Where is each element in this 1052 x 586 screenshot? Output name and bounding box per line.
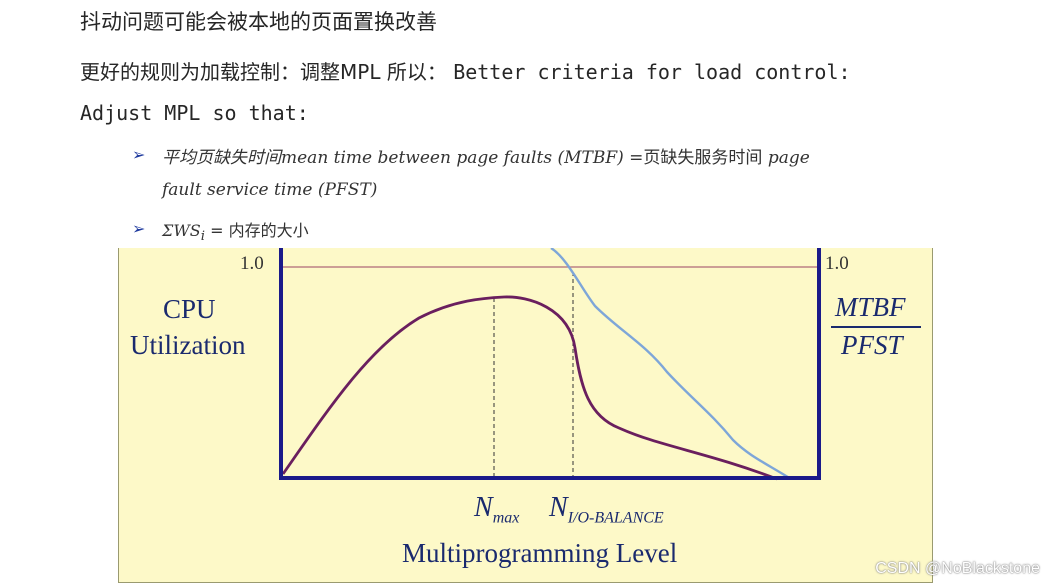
bullet-1-page: page [767, 148, 810, 168]
nmax-label: Nmax [474, 492, 519, 528]
bullet-1-eq: =页缺失服务时间 [623, 148, 768, 168]
nio-balance-label: NI/O-BALANCE [549, 492, 664, 528]
right-tick-label: 1.0 [825, 253, 849, 274]
bullet-2-sub: i [200, 229, 205, 245]
bullet-1-line2: fault service time (PFST) [162, 180, 377, 200]
right-label-mtbf: MTBF [835, 292, 906, 322]
nmax-n: N [474, 492, 493, 523]
bullet-2: ΣWSi = 内存的大小 [162, 217, 309, 244]
left-label-utilization: Utilization [130, 330, 246, 360]
nmax-sub: max [492, 509, 520, 527]
bullet-1-en: mean time between page faults (MTBF) [281, 148, 624, 168]
heading: 抖动问题可能会被本地的页面置换改善 [80, 10, 437, 34]
rule-english: Better criteria for load control: [453, 60, 851, 84]
bullet-1-cn: 平均页缺失时间 [162, 148, 281, 168]
watermark: CSDN @NoBlackstone [875, 560, 1040, 577]
adjust-line: Adjust MPL so that: [80, 101, 309, 125]
bullet-1-pfst: fault service time (PFST) [162, 180, 378, 200]
cpu-utilization-curve [281, 295, 778, 481]
x-axis-label: Multiprogramming Level [402, 538, 678, 568]
right-label-pfst: PFST [841, 330, 903, 360]
bullet-2-sigma: ΣWS [162, 221, 201, 240]
left-label-cpu: CPU [163, 294, 216, 324]
nio-n: N [549, 492, 568, 523]
rule-line: 更好的规则为加载控制：调整MPL 所以： Better criteria for… [80, 56, 851, 85]
left-tick-label: 1.0 [240, 253, 264, 274]
bullet-2-rest: = 内存的大小 [204, 221, 309, 240]
rule-prefix: 更好的规则为加载控制：调整MPL 所以： [80, 60, 447, 84]
figure-plot [279, 248, 821, 481]
mtbf-pfst-curve [550, 248, 792, 481]
fraction-bar [831, 326, 921, 328]
thrashing-figure: 1.0 1.0 CPU Utilization MTBF PFST Nmax N… [118, 248, 933, 583]
bullet-1-line1: 平均页缺失时间mean time between page faults (MT… [162, 143, 810, 168]
bullet-arrow-icon: ➢ [132, 145, 146, 164]
nio-sub: I/O-BALANCE [567, 509, 664, 527]
bullet-arrow-icon: ➢ [132, 219, 146, 238]
